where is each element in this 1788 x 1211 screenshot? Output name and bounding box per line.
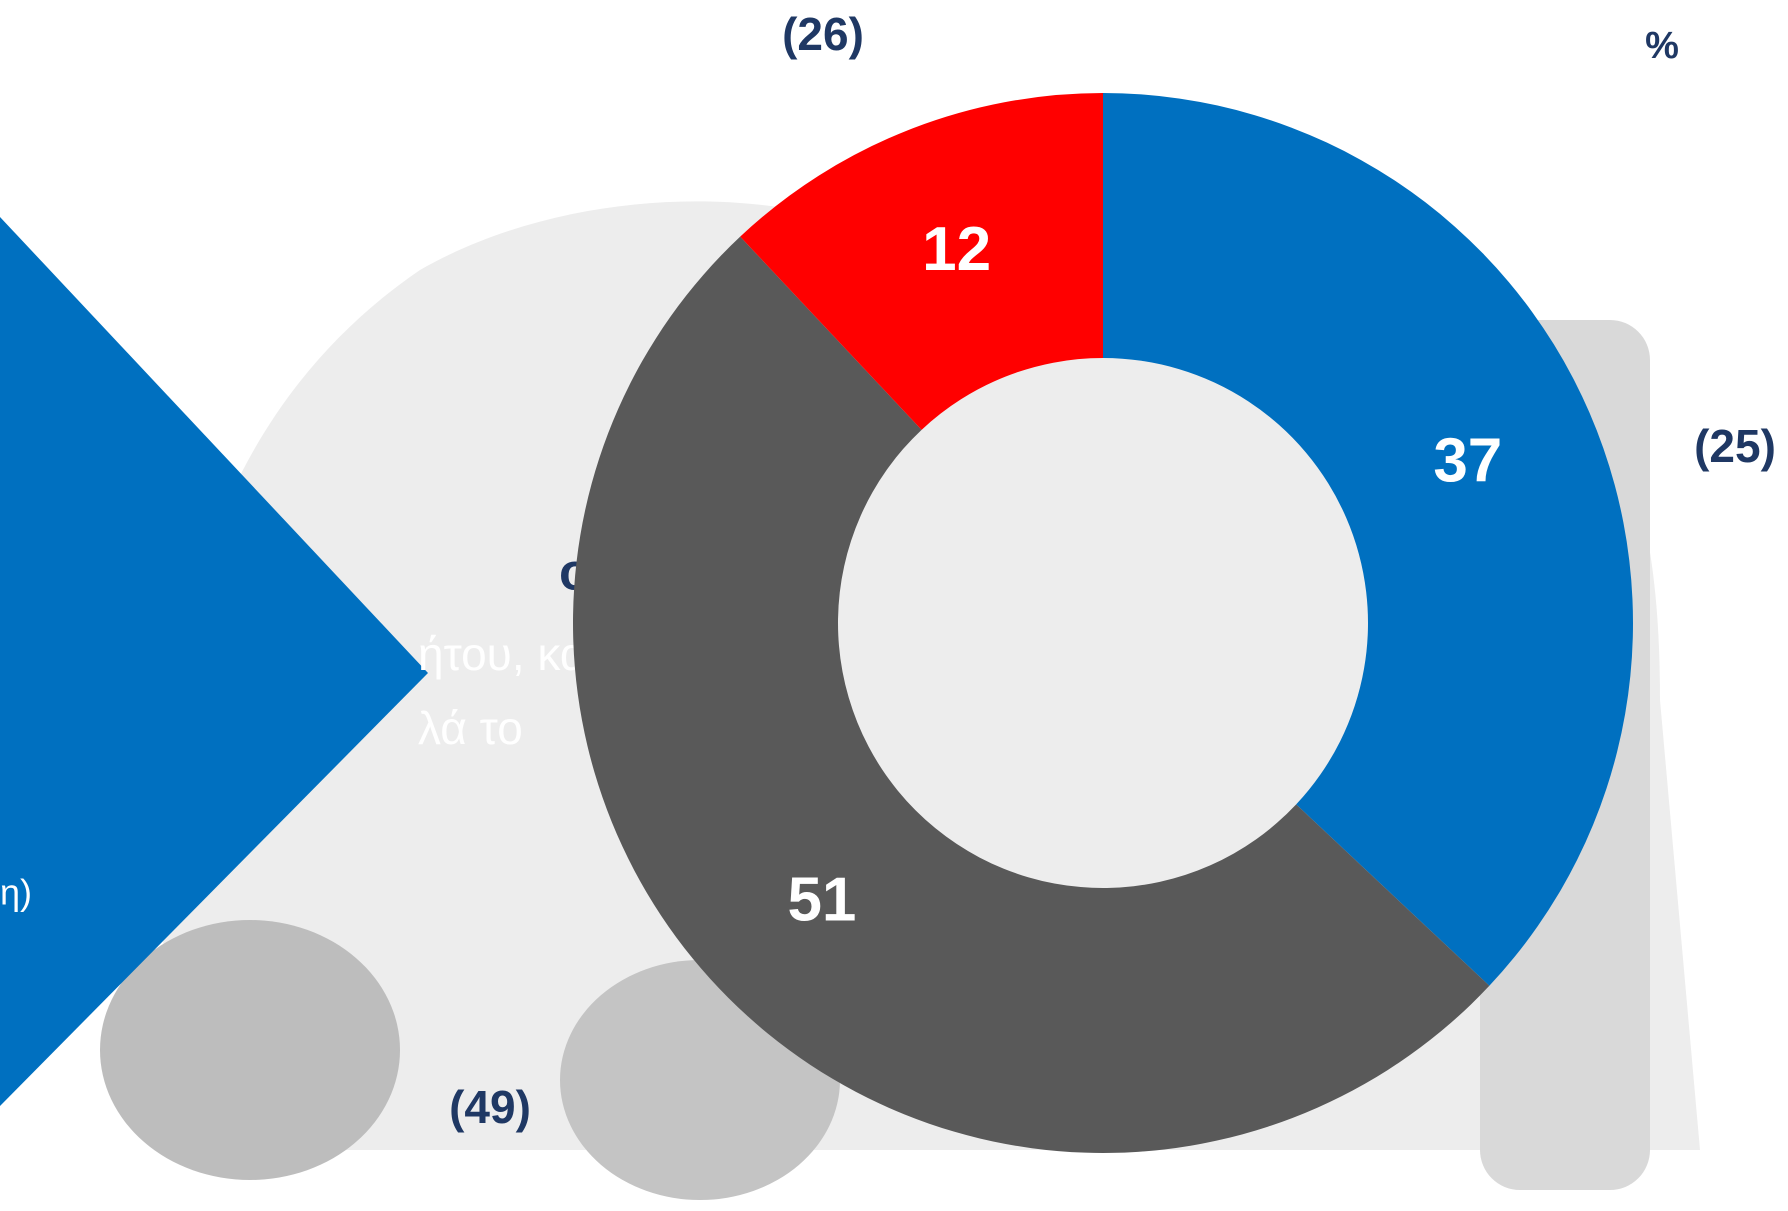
side-text: ήτου, και <box>418 628 597 680</box>
side-text: λά το <box>418 702 523 754</box>
previous-label: (25) <box>1694 420 1776 472</box>
value-label: 12 <box>922 215 991 284</box>
donut-segment <box>1103 93 1634 986</box>
value-label: 51 <box>787 865 856 934</box>
previous-label: (26) <box>782 8 864 60</box>
value-label: 37 <box>1433 427 1502 496</box>
unit-label: % <box>1645 25 1679 67</box>
previous-label: (49) <box>449 1081 531 1133</box>
donut-segment <box>573 236 1490 1153</box>
donut-segment <box>740 92 1103 430</box>
side-text: η) <box>0 872 32 913</box>
donut: 37 51 12 <box>573 92 1634 1153</box>
arrow-shape <box>0 217 428 1106</box>
